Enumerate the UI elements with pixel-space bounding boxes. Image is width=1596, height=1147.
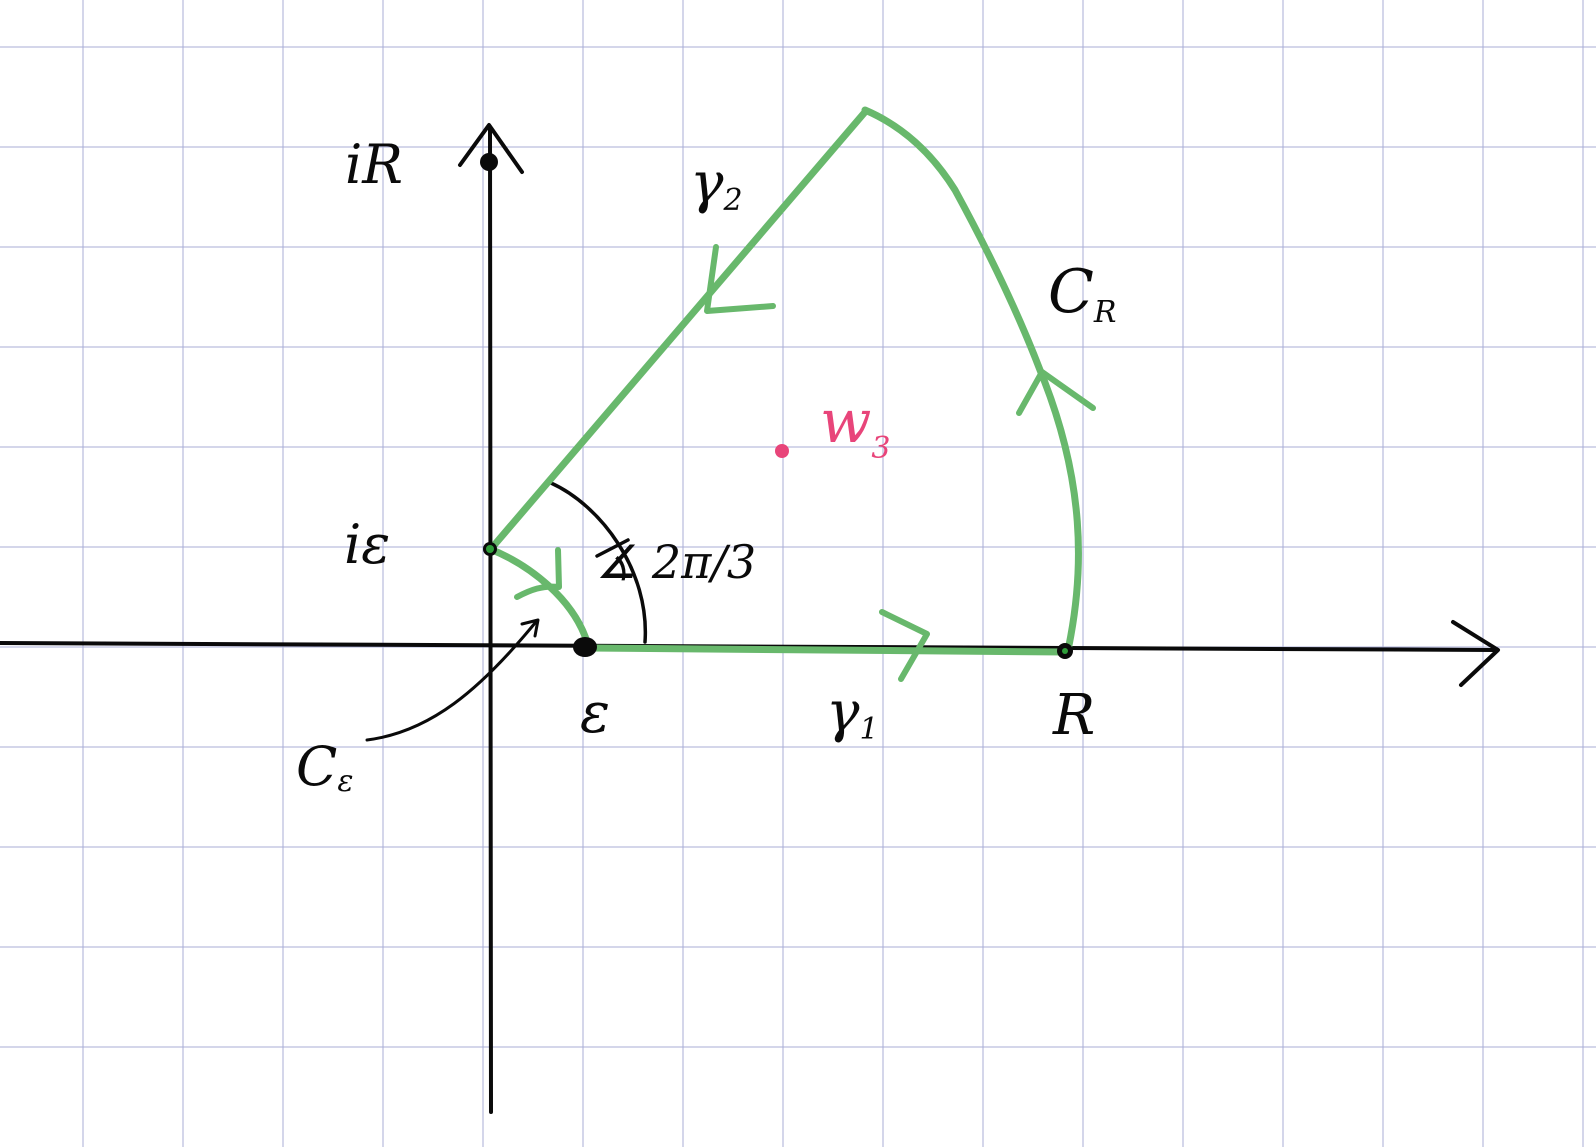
imaginary-axis-arrowhead [458,123,524,174]
point-i-epsilon-green [486,545,494,553]
point-iR [480,153,498,171]
label-i-epsilon: iε [344,513,390,576]
label-iR: iR [345,133,403,196]
angle-tick [595,538,630,558]
label-small-arc: Cε [296,735,353,799]
label-R: R [1052,683,1095,748]
label-pole-w3: w3 [820,387,890,466]
gamma1-arrow-icon [879,609,930,682]
point-epsilon [573,637,597,657]
contour-gamma2 [486,108,869,554]
imaginary-axis [488,126,493,1114]
label-large-arc: CR [1048,257,1117,330]
contour-large-arc [861,106,1082,654]
pole-w3-dot [775,444,789,458]
gamma2-arrow-icon [704,244,776,314]
small-arc-arrow-icon [514,547,562,600]
label-gamma2: γ2 [690,151,743,218]
real-axis-arrowhead [1451,620,1500,687]
small-arc-pointer-head-icon [520,618,540,638]
large-arc-arrow-icon [1016,369,1096,416]
label-gamma1: γ1 [826,680,879,747]
contour-small-arc [486,545,592,649]
small-arc-pointer [365,621,537,742]
label-angle: ∡ 2π/3 [596,535,756,589]
contour-gamma1 [584,644,1070,656]
point-R-green [1062,648,1068,654]
label-epsilon: ε [580,681,610,746]
